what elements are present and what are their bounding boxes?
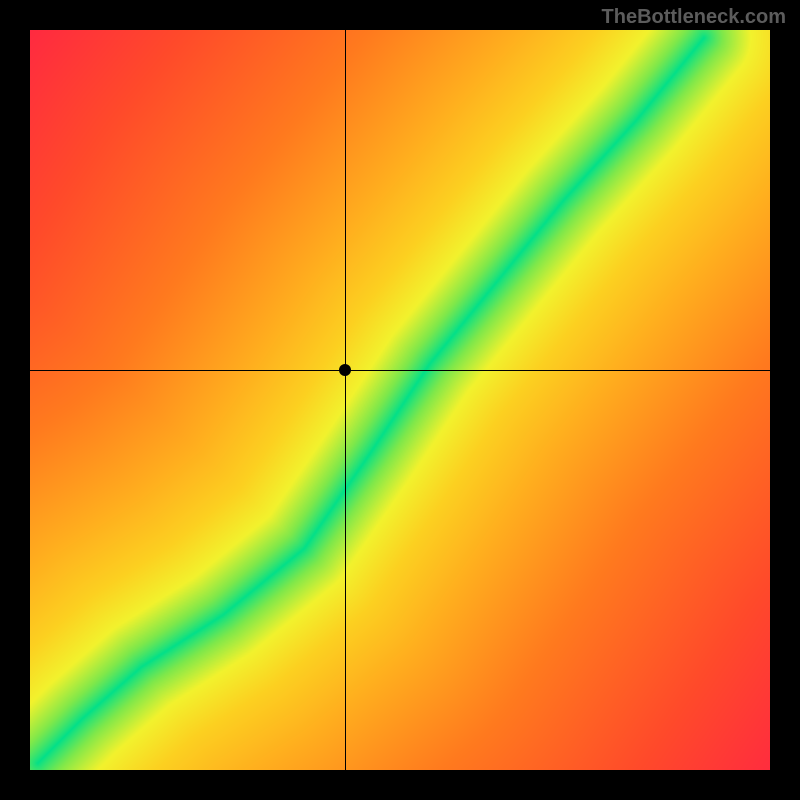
heatmap-canvas <box>30 30 770 770</box>
crosshair-horizontal <box>30 370 770 371</box>
crosshair-marker <box>339 364 351 376</box>
watermark-text: TheBottleneck.com <box>602 6 786 29</box>
heatmap-plot <box>30 30 770 770</box>
crosshair-vertical <box>345 30 346 770</box>
